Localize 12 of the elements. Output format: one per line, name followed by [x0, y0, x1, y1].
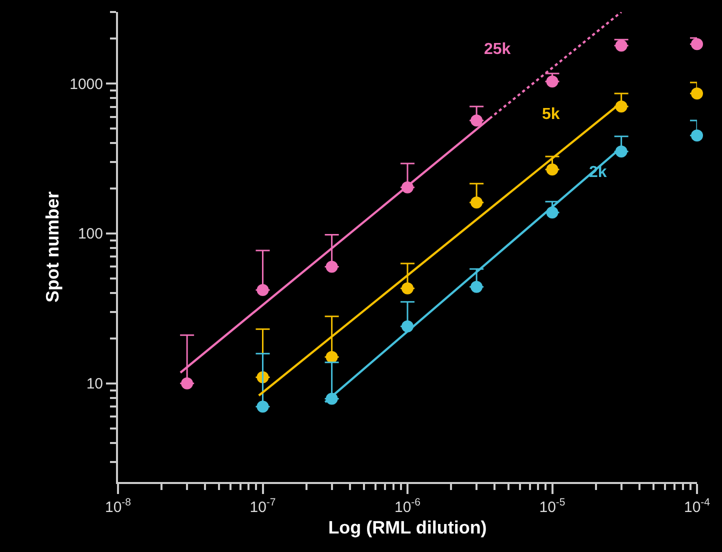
x-tick-label: 10$^{-8}$	[104, 496, 132, 516]
x-tick-label: 10$^{-5}$	[539, 496, 566, 516]
x-axis-title: Log (RML dilution)	[328, 518, 487, 538]
text: 5k	[542, 106, 560, 123]
y-tick-label: 10	[86, 376, 103, 393]
x-tick-label: 10$^{-7}$	[250, 496, 276, 516]
x-tick-label: 10$^{-6}$	[394, 496, 421, 516]
x-tick-label: 10$^{-4}$	[684, 496, 710, 516]
y-axis-title: Spot number	[42, 192, 62, 302]
y-tick-label: 1000	[70, 76, 103, 93]
y-tick-label: 100	[78, 226, 103, 243]
text: 25k	[484, 41, 511, 58]
